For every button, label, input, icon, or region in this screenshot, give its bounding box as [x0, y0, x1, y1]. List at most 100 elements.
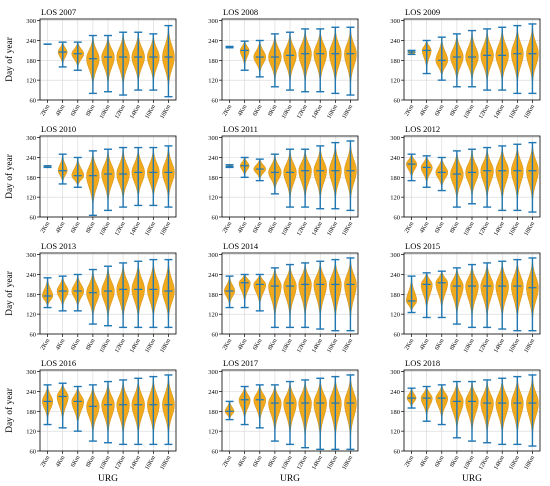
y-tick-label: 240: [26, 38, 36, 45]
x-tick-label: 2Km: [404, 104, 415, 118]
y-tick-label: 240: [208, 155, 218, 162]
panel-los-2016: 60 120 180 240 300 2Km 4Km 6Km 8Km 10Km 12Km 14Km 16…: [26, 358, 177, 471]
x-tick-label: 8Km: [267, 104, 278, 118]
y-tick-label: 240: [390, 272, 400, 279]
x-tick-label: 6Km: [434, 455, 445, 469]
panel-los-2010: 60 120 180 240 300 2Km 4Km 6Km 8Km 10Km 12Km 14Km 16…: [26, 124, 177, 237]
x-tick-label: 4Km: [55, 221, 66, 235]
x-tick-label: 4Km: [55, 455, 66, 469]
x-tick-label: 12Km: [478, 338, 491, 354]
x-tick-label: 12Km: [478, 221, 491, 237]
y-tick-label: 60: [212, 215, 219, 222]
y-tick-label: 120: [26, 429, 36, 436]
panel-title: LOS 2008: [223, 7, 258, 17]
x-tick-label: 10Km: [99, 338, 112, 354]
x-tick-label: 8Km: [449, 338, 460, 352]
y-axis-label: Day of year: [4, 387, 15, 433]
x-tick-label: 6Km: [70, 104, 81, 118]
y-tick-label: 60: [394, 98, 401, 105]
y-tick-label: 60: [30, 98, 37, 105]
y-tick-label: 180: [390, 175, 400, 182]
x-tick-label: 8Km: [267, 455, 278, 469]
x-tick-label: 12Km: [114, 455, 127, 471]
x-tick-label: 14Km: [311, 104, 324, 120]
x-tick-label: 16Km: [144, 104, 157, 120]
x-tick-label: 4Km: [55, 104, 66, 118]
x-tick-label: 8Km: [449, 455, 460, 469]
y-tick-label: 180: [390, 292, 400, 299]
x-tick-label: 2Km: [222, 221, 233, 235]
x-tick-label: 10Km: [99, 104, 112, 120]
y-tick-label: 180: [26, 409, 36, 416]
y-tick-label: 60: [212, 332, 219, 339]
x-tick-label: 2Km: [404, 221, 415, 235]
y-tick-label: 120: [390, 429, 400, 436]
x-tick-label: 2Km: [222, 455, 233, 469]
x-tick-label: 2Km: [404, 455, 415, 469]
x-tick-label: 6Km: [434, 104, 445, 118]
x-tick-label: 14Km: [493, 104, 506, 120]
x-tick-label: 8Km: [267, 221, 278, 235]
y-tick-label: 300: [26, 369, 36, 376]
y-tick-label: 180: [26, 175, 36, 182]
x-tick-label: 16Km: [326, 221, 339, 237]
x-tick-label: 8Km: [449, 104, 460, 118]
x-tick-label: 2Km: [40, 455, 51, 469]
x-tick-label: 18Km: [159, 338, 172, 354]
panel-los-2008: 60 120 180 240 300 2Km 4Km 6Km 8Km 10Km 12Km 14Km 16…: [208, 7, 359, 120]
panel-los-2012: 60 120 180 240 300 2Km 4Km 6Km 8Km 10Km 12Km 14Km 16…: [390, 124, 541, 237]
x-tick-label: 18Km: [523, 104, 536, 120]
x-tick-label: 6Km: [70, 221, 81, 235]
x-tick-label: 10Km: [463, 338, 476, 354]
y-tick-label: 300: [208, 252, 218, 259]
x-tick-label: 16Km: [326, 104, 339, 120]
y-tick-label: 120: [390, 312, 400, 319]
y-tick-label: 240: [208, 389, 218, 396]
panel-title: LOS 2011: [223, 124, 258, 134]
y-tick-label: 300: [390, 252, 400, 259]
y-tick-label: 240: [26, 272, 36, 279]
y-tick-label: 300: [26, 252, 36, 259]
y-tick-label: 300: [26, 135, 36, 142]
x-tick-label: 12Km: [478, 104, 491, 120]
y-tick-label: 300: [390, 135, 400, 142]
panel-los-2013: 60 120 180 240 300 2Km 4Km 6Km 8Km 10Km 12Km 14Km 16…: [26, 241, 177, 354]
y-tick-label: 120: [26, 195, 36, 202]
panel-title: LOS 2015: [405, 241, 440, 251]
x-tick-label: 2Km: [40, 104, 51, 118]
x-tick-label: 12Km: [296, 338, 309, 354]
x-tick-label: 10Km: [463, 455, 476, 471]
x-tick-label: 18Km: [159, 104, 172, 120]
x-tick-label: 4Km: [237, 104, 248, 118]
y-tick-label: 60: [30, 449, 37, 456]
y-tick-label: 60: [212, 98, 219, 105]
x-tick-label: 14Km: [129, 104, 142, 120]
y-tick-label: 60: [394, 332, 401, 339]
x-tick-label: 2Km: [404, 338, 415, 352]
x-tick-label: 18Km: [341, 104, 354, 120]
x-tick-label: 14Km: [311, 338, 324, 354]
x-tick-label: 18Km: [159, 455, 172, 471]
x-tick-label: 14Km: [493, 338, 506, 354]
x-tick-label: 16Km: [144, 455, 157, 471]
x-tick-label: 10Km: [281, 104, 294, 120]
x-tick-label: 14Km: [129, 221, 142, 237]
x-tick-label: 18Km: [341, 221, 354, 237]
x-tick-label: 10Km: [463, 221, 476, 237]
x-tick-label: 2Km: [222, 104, 233, 118]
x-tick-label: 18Km: [341, 338, 354, 354]
y-tick-label: 180: [208, 292, 218, 299]
y-tick-label: 240: [390, 389, 400, 396]
x-tick-label: 12Km: [296, 455, 309, 471]
panel-title: LOS 2013: [41, 241, 76, 251]
y-tick-label: 180: [26, 292, 36, 299]
x-tick-label: 16Km: [508, 338, 521, 354]
x-tick-label: 6Km: [434, 338, 445, 352]
y-tick-label: 240: [390, 155, 400, 162]
panel-title: LOS 2010: [41, 124, 76, 134]
x-tick-label: 6Km: [70, 338, 81, 352]
y-tick-label: 60: [30, 332, 37, 339]
x-tick-label: 8Km: [267, 338, 278, 352]
panel-los-2009: 60 120 180 240 300 2Km 4Km 6Km 8Km 10Km 12Km 14Km 16…: [390, 7, 541, 120]
